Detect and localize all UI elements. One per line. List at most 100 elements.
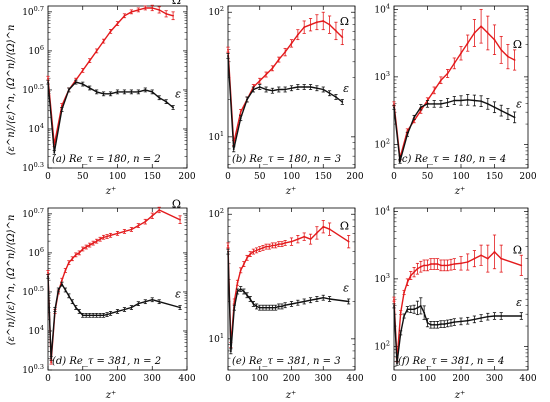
y-tick-label: 104 [28, 122, 44, 135]
data-point [53, 151, 56, 154]
x-tick-label: 50 [422, 172, 434, 182]
data-point [493, 250, 496, 253]
panel-label: (f) Re_τ = 381, n = 4 [398, 356, 504, 367]
data-point [473, 99, 476, 102]
data-point [347, 240, 350, 243]
x-tick-label: 300 [486, 374, 503, 384]
data-point [393, 298, 395, 301]
y-tick-label: 106 [28, 246, 44, 259]
data-point [460, 262, 462, 265]
series-line [47, 276, 181, 359]
data-point [255, 305, 258, 308]
data-point [403, 291, 405, 294]
series-omega: Ω [226, 11, 349, 146]
data-point [480, 25, 482, 28]
data-point [88, 87, 91, 89]
data-point [102, 236, 105, 239]
data-point [158, 9, 161, 11]
data-point [116, 310, 119, 313]
data-point [130, 90, 133, 93]
data-point [309, 299, 312, 302]
data-point [466, 261, 469, 263]
x-tick-label: 200 [519, 172, 536, 182]
series-line [393, 251, 522, 361]
data-point [239, 288, 242, 290]
series-epsilon: ε [46, 79, 181, 155]
data-point [450, 321, 452, 324]
data-point [116, 90, 119, 93]
data-point [500, 257, 503, 260]
data-point [486, 32, 489, 34]
data-point [109, 312, 112, 315]
series-epsilon: ε [46, 273, 182, 361]
data-point [172, 106, 175, 109]
data-point [74, 81, 77, 84]
data-point [419, 265, 422, 268]
y-tick-label: 100.5 [22, 83, 44, 96]
data-point [258, 248, 261, 251]
data-point [102, 92, 105, 95]
data-point [409, 308, 412, 311]
y-tick-label: 100.3 [22, 363, 44, 376]
panel-5: 0 100 200 300 400 101 102 Ωε (e) Re_τ = 381, n =… [208, 207, 363, 384]
data-point [47, 275, 49, 278]
data-point [290, 42, 293, 45]
series-epsilon: ε [392, 296, 523, 366]
x-tick-label: 100 [419, 374, 436, 384]
y-tick-label: 102 [208, 207, 224, 220]
data-point [130, 10, 133, 13]
data-point [513, 116, 516, 119]
data-point [450, 263, 452, 266]
data-point [500, 109, 503, 112]
series-line [227, 225, 349, 346]
data-point [165, 12, 168, 15]
data-point [57, 289, 60, 291]
data-point [61, 279, 63, 282]
data-point [71, 300, 74, 303]
data-point [109, 92, 112, 95]
data-point [316, 298, 318, 300]
data-point [440, 79, 442, 82]
data-point [406, 308, 409, 311]
y-tick-label: 100.5 [22, 285, 44, 298]
panel-3: 0 50 100 150 200 102 103 104 Ωε (c) Re_τ = 180, n… [374, 2, 536, 182]
x-tick-label: 200 [452, 374, 469, 384]
x-tick-label: 100 [74, 374, 91, 384]
data-point [347, 300, 350, 303]
x-tick-label: 300 [315, 374, 332, 384]
data-point [328, 23, 331, 26]
x-tick-label: 0 [391, 172, 397, 182]
data-point [242, 290, 245, 293]
y-tick-label: 100.3 [22, 161, 44, 174]
data-point [78, 251, 81, 254]
x-tick-label: 0 [45, 374, 51, 384]
series-label-epsilon: ε [343, 82, 349, 95]
data-point [453, 62, 456, 65]
series-omega: Ω [46, 0, 181, 147]
data-point [393, 106, 395, 109]
series-label-omega: Ω [340, 220, 349, 233]
data-point [233, 306, 236, 309]
x-tick-label: 100 [283, 172, 300, 182]
data-point [158, 300, 161, 303]
x-axis-label-5: z⁺ [285, 390, 297, 401]
data-point [165, 100, 168, 103]
data-point [453, 99, 456, 102]
data-point [328, 228, 331, 231]
series-label-omega: Ω [172, 0, 181, 7]
data-point [258, 86, 261, 88]
x-axis-label-2: z⁺ [285, 186, 297, 197]
data-point [520, 264, 523, 267]
data-point [81, 83, 84, 85]
data-point [106, 313, 108, 316]
data-point [102, 40, 105, 43]
data-point [443, 323, 446, 325]
data-point [493, 315, 496, 317]
data-point [277, 243, 280, 246]
data-point [413, 116, 415, 119]
data-point [277, 58, 280, 61]
data-point [406, 281, 409, 284]
data-point [71, 257, 74, 260]
series-label-omega: Ω [513, 38, 522, 51]
